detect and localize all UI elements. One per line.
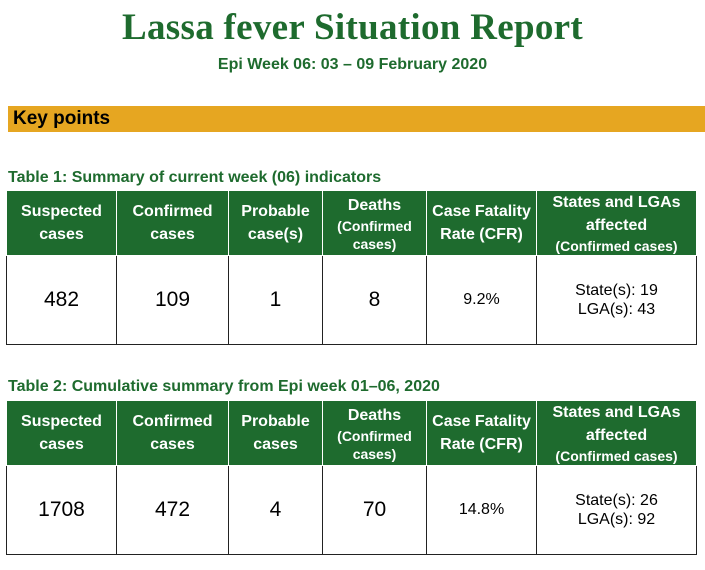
- report-subtitle: Epi Week 06: 03 – 09 February 2020: [217, 56, 488, 73]
- header-states: States and LGAs affected (Confirmed case…: [536, 400, 697, 466]
- header-deaths-label: Deaths: [347, 406, 402, 424]
- t1-lgas: LGA(s): 43: [577, 301, 656, 318]
- header-deaths: Deaths (Confirmed cases): [322, 400, 427, 466]
- header-probable: Probable cases: [228, 400, 323, 466]
- t1-deaths: 8: [322, 255, 427, 345]
- table1-caption: Table 1: Summary of current week (06) in…: [8, 169, 382, 186]
- table2-header-row: Suspected cases Confirmed cases Probable…: [6, 400, 697, 466]
- table1-header-row: Suspected cases Confirmed cases Probable…: [6, 190, 697, 256]
- t1-confirmed: 109: [116, 255, 229, 345]
- t2-states: State(s): 26: [575, 492, 658, 509]
- t2-states-lgas: State(s): 26 LGA(s): 92: [536, 465, 697, 555]
- header-deaths-sub: (Confirmed cases): [337, 427, 412, 462]
- t1-states: State(s): 19: [575, 282, 658, 299]
- header-states-label: States and LGAs affected: [552, 404, 681, 444]
- header-states-sub: (Confirmed cases): [555, 238, 678, 254]
- key-points-banner: Key points: [8, 106, 705, 132]
- header-confirmed: Confirmed cases: [116, 190, 229, 256]
- table1: Suspected cases Confirmed cases Probable…: [6, 190, 697, 345]
- header-probable: Probable case(s): [228, 190, 323, 256]
- table2-caption: Table 2: Cumulative summary from Epi wee…: [8, 378, 440, 395]
- header-states-label: States and LGAs affected: [552, 194, 681, 234]
- t2-cfr: 14.8%: [426, 465, 537, 555]
- header-cfr: Case Fatality Rate (CFR): [426, 190, 537, 256]
- header-cfr: Case Fatality Rate (CFR): [426, 400, 537, 466]
- header-confirmed: Confirmed cases: [116, 400, 229, 466]
- t1-states-lgas: State(s): 19 LGA(s): 43: [536, 255, 697, 345]
- header-suspected: Suspected cases: [6, 190, 117, 256]
- t1-suspected: 482: [6, 255, 117, 345]
- t1-probable: 1: [228, 255, 323, 345]
- t2-probable: 4: [228, 465, 323, 555]
- header-states: States and LGAs affected (Confirmed case…: [536, 190, 697, 256]
- table2-data-row: 1708 472 4 70 14.8% State(s): 26 LGA(s):…: [6, 465, 697, 555]
- header-deaths: Deaths (Confirmed cases): [322, 190, 427, 256]
- t2-confirmed: 472: [116, 465, 229, 555]
- report-title: Lassa fever Situation Report: [122, 7, 583, 48]
- t2-deaths: 70: [322, 465, 427, 555]
- header-deaths-sub: (Confirmed cases): [337, 217, 412, 252]
- table1-data-row: 482 109 1 8 9.2% State(s): 19 LGA(s): 43: [6, 255, 697, 345]
- header-deaths-label: Deaths: [347, 196, 402, 214]
- t2-suspected: 1708: [6, 465, 117, 555]
- header-suspected: Suspected cases: [6, 400, 117, 466]
- header-states-sub: (Confirmed cases): [555, 448, 678, 464]
- key-points-heading: Key points: [13, 108, 111, 129]
- t1-cfr: 9.2%: [426, 255, 537, 345]
- t2-lgas: LGA(s): 92: [577, 511, 656, 528]
- table2: Suspected cases Confirmed cases Probable…: [6, 400, 697, 555]
